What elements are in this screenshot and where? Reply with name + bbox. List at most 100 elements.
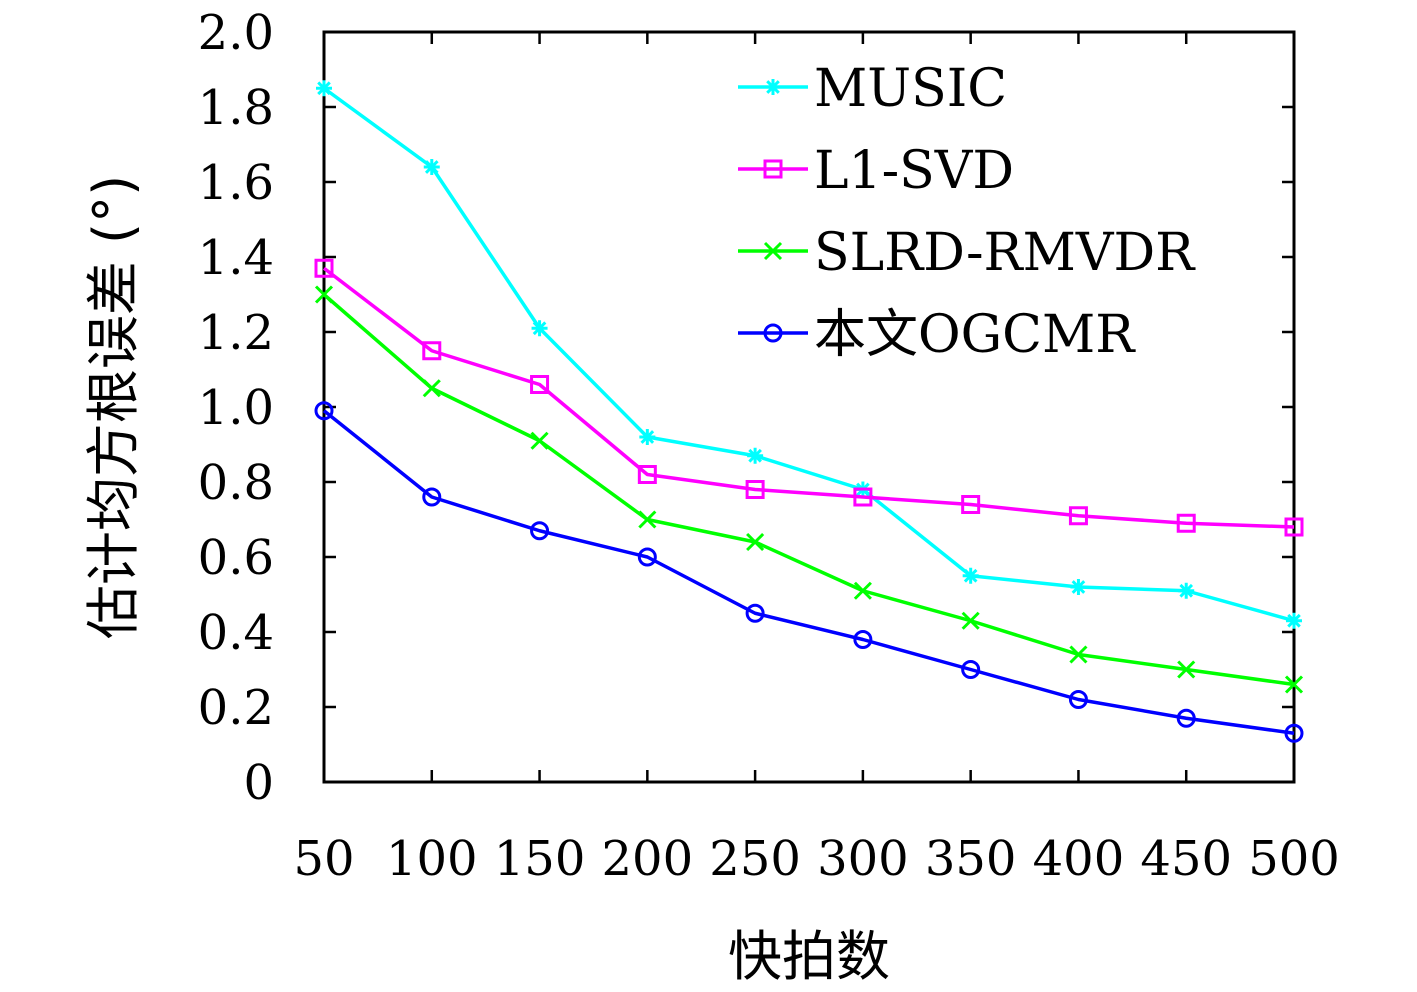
x-marker <box>853 581 872 600</box>
legend-item: L1-SVD <box>738 141 1014 201</box>
series-line <box>322 86 1295 623</box>
square-marker <box>961 495 981 514</box>
x-marker-stroke <box>530 431 549 450</box>
series-line <box>322 293 1295 687</box>
square-marker <box>1068 506 1088 526</box>
x-marker <box>746 532 765 552</box>
asterisk-marker <box>316 80 332 97</box>
series-2 <box>314 285 1304 694</box>
x-axis-title: 快拍数 <box>728 925 890 988</box>
asterisk-stroke <box>963 568 978 583</box>
square-marker <box>422 341 442 361</box>
y-axis-title: 估计均方根误差 (°) <box>82 175 145 639</box>
asterisk-marker <box>639 429 656 445</box>
x-tick-label: 500 <box>1248 831 1340 887</box>
y-tick-label: 1.2 <box>198 305 274 361</box>
square-marker <box>763 159 783 179</box>
square-marker <box>853 487 873 507</box>
x-marker-stroke <box>763 241 783 261</box>
x-marker <box>530 431 549 450</box>
asterisk-stroke <box>1071 580 1086 594</box>
legend-label: L1-SVD <box>814 141 1014 201</box>
x-tick-label: 300 <box>817 831 909 887</box>
x-marker <box>638 510 657 529</box>
x-tick-label: 50 <box>293 831 354 887</box>
square-marker <box>1284 517 1304 537</box>
y-tick-label: 1.6 <box>198 155 274 211</box>
circle-marker <box>1068 690 1088 709</box>
series-line <box>322 409 1295 735</box>
circle-marker <box>314 401 334 421</box>
asterisk-stroke <box>748 448 762 463</box>
asterisk-marker <box>1286 612 1302 629</box>
y-tick-label: 1.0 <box>198 380 274 436</box>
asterisk-marker <box>423 159 440 175</box>
y-tick-label: 0.8 <box>198 455 274 511</box>
x-marker-stroke <box>1284 675 1304 694</box>
legend-item: 本文OGCMR <box>738 305 1136 365</box>
asterisk-stroke <box>1179 583 1194 598</box>
x-marker-stroke <box>422 379 441 398</box>
series-line <box>322 266 1295 529</box>
series-0 <box>316 80 1302 629</box>
x-marker-stroke <box>853 581 872 600</box>
circle-marker <box>422 487 442 507</box>
circle-marker <box>745 603 765 623</box>
x-tick-label: 150 <box>494 831 586 887</box>
circle-marker <box>961 660 981 679</box>
square-marker <box>745 480 765 499</box>
circle-marker <box>1176 708 1196 728</box>
y-tick-label: 0.6 <box>198 530 274 586</box>
square-marker <box>530 375 550 394</box>
y-tick-label: 0 <box>243 755 274 811</box>
x-marker <box>314 285 334 304</box>
x-marker-stroke <box>638 510 657 529</box>
legend-label: SLRD-RMVDR <box>814 223 1196 283</box>
asterisk-stroke <box>532 321 547 336</box>
y-tick-label: 0.4 <box>198 605 274 661</box>
x-marker <box>1284 675 1304 694</box>
x-marker-stroke <box>314 285 334 304</box>
y-tick-label: 1.8 <box>198 80 274 136</box>
legend-item: SLRD-RMVDR <box>738 223 1196 283</box>
x-marker <box>1177 660 1196 679</box>
x-tick-label: 450 <box>1140 831 1232 887</box>
circle-marker <box>530 521 550 541</box>
asterisk-marker <box>1178 582 1195 599</box>
y-tick-label: 0.2 <box>198 680 274 736</box>
series-3 <box>314 401 1304 743</box>
x-marker <box>422 379 441 398</box>
series-1 <box>314 258 1304 537</box>
x-marker-stroke <box>746 532 765 552</box>
asterisk-marker <box>747 447 764 464</box>
y-tick-label: 1.4 <box>198 230 274 286</box>
square-marker <box>637 465 657 484</box>
asterisk-marker <box>531 320 548 337</box>
x-marker-stroke <box>1177 660 1196 679</box>
x-marker-stroke <box>1069 645 1088 664</box>
legend-item: MUSIC <box>738 59 1007 119</box>
legend: MUSIC L1-SVD SLRD-RMVDR 本文OGCMR <box>738 59 1196 365</box>
legend-label: MUSIC <box>814 59 1007 119</box>
series-layer <box>314 80 1304 743</box>
asterisk-stroke <box>640 430 655 444</box>
y-axis: 0 0.2 0.4 0.6 0.8 1.0 1.2 1.4 1.6 1.8 2.0 <box>198 5 1294 811</box>
x-tick-label: 250 <box>709 831 801 887</box>
x-marker <box>763 241 783 261</box>
x-marker <box>961 611 980 630</box>
asterisk-stroke <box>1287 613 1301 628</box>
circle-marker <box>853 630 873 649</box>
x-tick-label: 400 <box>1033 831 1125 887</box>
circle-marker <box>1284 723 1304 743</box>
circle-marker <box>637 547 657 567</box>
asterisk-marker <box>962 567 979 584</box>
x-tick-label: 100 <box>386 831 478 887</box>
asterisk-marker <box>765 79 781 95</box>
asterisk-stroke <box>766 80 780 94</box>
circle-marker <box>763 323 783 343</box>
x-axis: 50 100 150 200 250 300 350 400 450 500 <box>293 32 1340 887</box>
legend-label: 本文OGCMR <box>814 305 1136 365</box>
asterisk-stroke <box>317 81 331 96</box>
asterisk-stroke <box>424 160 439 174</box>
